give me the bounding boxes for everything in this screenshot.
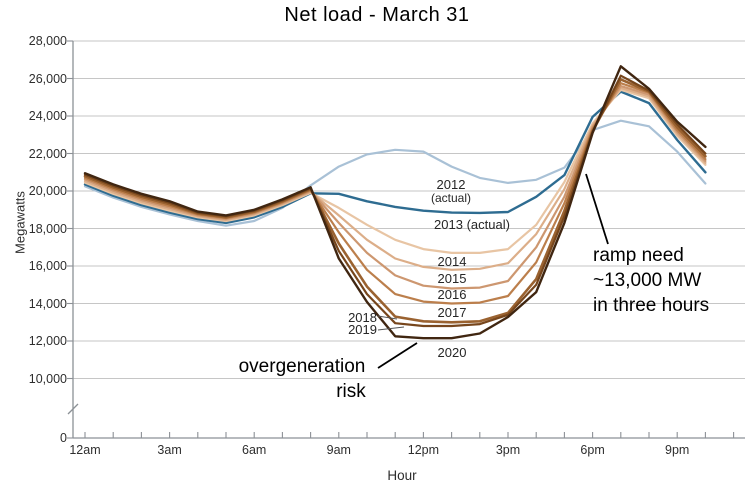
series-label-2012: 2012 [436, 177, 466, 192]
x-tick-label-3pm: 3pm [495, 443, 521, 457]
y-tick-label-20,000: 20,000 [28, 184, 67, 198]
y-tick-label-22,000: 22,000 [28, 146, 67, 161]
ramp-need-annotation-line2: ~13,000 MW [593, 270, 702, 291]
label-2018-leader-line [377, 315, 398, 320]
y-tick-label-26,000: 26,000 [28, 71, 67, 86]
x-axis-title: Hour [387, 468, 417, 483]
y-tick-label-0: 0 [60, 431, 67, 445]
overgeneration-annotation-line2: risk [336, 381, 366, 402]
ramp-need-pointer-line [585, 173, 609, 245]
x-tick-label-3am: 3am [157, 443, 182, 457]
y-tick-label-28,000: 28,000 [28, 34, 67, 48]
ramp-need-annotation-line1: ramp need [593, 245, 684, 266]
ramp-need-annotation-line3: in three hours [593, 295, 710, 316]
series-lines [83, 65, 707, 340]
y-tick-label-24,000: 24,000 [28, 109, 67, 123]
gridlines [67, 40, 745, 439]
y-tick-label-18,000: 18,000 [28, 221, 67, 236]
x-tick-label-12am: 12am [69, 443, 101, 457]
y-tick-label-16,000: 16,000 [28, 259, 67, 273]
series-label-2014: 2014 [437, 254, 467, 269]
label-2019-leader-line [377, 326, 405, 331]
series-line-2015 [83, 86, 707, 271]
overgeneration-pointer-line [377, 342, 418, 369]
x-tick-label-6pm: 6pm [580, 443, 605, 457]
x-tick-label-6am: 6am [242, 443, 267, 457]
y-tick-label-14,000: 14,000 [28, 296, 67, 311]
series-label-2012-actual: (actual) [430, 191, 471, 205]
series-label-2013: 2013 (actual) [434, 217, 510, 232]
x-tick-label-9am: 9am [326, 443, 351, 457]
x-tick-label-9pm: 9pm [665, 443, 690, 457]
series-label-2017: 2017 [437, 305, 467, 320]
series-label-2015: 2015 [437, 271, 467, 286]
chart-title: Net load - March 31 [284, 4, 470, 26]
x-tick-label-12pm: 12pm [407, 443, 440, 457]
overgeneration-annotation-line1: overgeneration [238, 356, 366, 377]
series-line-2012 [83, 119, 707, 227]
series-label-2020: 2020 [437, 345, 467, 360]
series-label-2016: 2016 [437, 287, 467, 302]
y-axis-break-mark [67, 403, 79, 415]
y-tick-label-12,000: 12,000 [28, 334, 67, 348]
series-label-2018: 2018 [348, 310, 377, 325]
series-label-2019: 2019 [348, 322, 377, 337]
annotation-lines [377, 173, 609, 369]
y-tick-label-10,000: 10,000 [28, 371, 67, 386]
series-line-2020 [83, 65, 707, 340]
